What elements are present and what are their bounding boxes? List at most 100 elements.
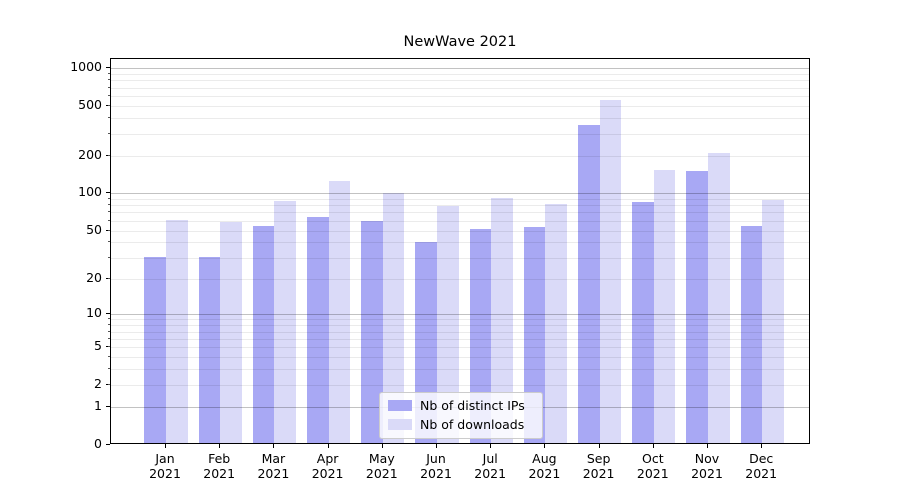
x-axis-tick-label-year: 2021 [474,466,507,481]
x-axis-tick-label-year: 2021 [691,466,723,481]
x-axis-tick-label-year: 2021 [149,466,181,481]
x-axis-tick-label: Jul 2021 [460,451,520,481]
gridline-minor [111,95,809,97]
y-axis-minor-tick [108,211,110,213]
y-axis-tick [106,67,110,68]
bar-distinct-ips-dec [740,226,763,443]
gridline-minor [111,242,809,244]
y-axis-minor-tick [108,330,110,332]
legend: Nb of distinct IPs Nb of downloads [379,392,543,439]
legend-item: Nb of downloads [388,417,534,432]
gridline-minor [111,80,809,82]
y-axis-minor-tick [108,154,110,156]
gridline-minor [111,155,809,157]
legend-item: Nb of distinct IPs [388,398,534,413]
x-axis-tick [761,444,763,448]
bar-distinct-ips-sep [577,124,600,443]
x-axis-tick-label: Aug 2021 [514,451,574,481]
x-axis-tick-label-year: 2021 [528,466,561,481]
x-axis-tick-label-year: 2021 [582,466,615,481]
x-axis-tick [544,444,546,448]
y-axis-tick-label: 50 [86,221,102,237]
gridline-minor [111,220,809,222]
x-axis-tick [327,444,329,448]
x-axis-tick-label-year: 2021 [420,466,452,481]
y-axis-tick [106,406,110,408]
x-axis-tick [707,444,708,448]
bar-distinct-ips-feb [198,257,221,443]
x-axis-tick-label-year: 2021 [745,466,778,481]
y-axis-minor-tick [108,368,110,370]
bar-distinct-ips-nov [686,171,708,443]
plot-area: Nb of distinct IPs Nb of downloads [110,58,810,444]
gridline-minor [111,257,809,259]
y-axis-minor-tick [108,277,110,279]
y-axis-minor-tick [108,318,110,320]
x-axis-tick [598,444,600,448]
x-axis-tick-label: Mar 2021 [243,451,303,481]
y-axis-minor-tick [108,356,110,358]
bar-distinct-ips-may [361,221,383,443]
y-axis-tick-label: 0 [94,436,102,451]
gridline-minor [111,230,809,232]
y-axis-minor-tick [108,104,110,106]
x-axis-tick-label: Sep 2021 [569,451,629,481]
gridline-minor [111,347,809,349]
legend-swatch-downloads [388,419,412,430]
gridline-minor [111,105,809,107]
bar-distinct-ips-apr [306,216,329,443]
y-axis-tick-label: 500 [78,96,102,112]
y-axis-tick-label: 1000 [70,59,102,74]
y-axis-tick [106,444,110,445]
gridline-minor [111,325,809,327]
bar-downloads-apr [328,181,351,443]
gridline-major [111,68,809,69]
y-axis-minor-tick [108,324,110,326]
x-axis-tick [381,444,383,448]
gridline-minor [111,319,809,321]
chart-title: NewWave 2021 [403,34,517,50]
bar-distinct-ips-aug [523,227,546,443]
y-axis-minor-tick [108,132,110,134]
bar-distinct-ips-oct [632,201,654,443]
y-axis-tick-label: 2 [94,376,102,392]
legend-label-downloads: Nb of downloads [420,417,525,432]
bar-downloads-aug [545,203,568,443]
x-axis-tick-label-year: 2021 [365,466,398,481]
x-axis-tick-label: May 2021 [352,451,412,481]
gridline-minor [111,205,809,207]
x-axis-tick-label: Feb 2021 [189,451,249,481]
x-axis-tick-label: Jun 2021 [406,451,466,481]
x-axis-tick-label-year: 2021 [203,466,236,481]
y-axis-minor-tick [108,256,110,258]
bar-downloads-jun [437,206,459,443]
y-axis-minor-tick [108,384,110,386]
y-axis-tick [106,313,110,315]
gridline-minor [111,331,809,333]
bar-downloads-mar [274,200,297,443]
bar-distinct-ips-jan [144,257,166,443]
gridline-minor [111,117,809,119]
gridline-minor [111,278,809,280]
gridline-minor [111,73,809,75]
x-axis-tick [436,444,437,448]
bar-downloads-may [382,192,405,443]
x-axis-tick [490,444,492,448]
gridline-major [111,193,809,195]
y-axis-minor-tick [108,337,110,339]
gridline-minor [111,87,809,89]
bar-downloads-jan [166,219,188,443]
y-axis-minor-tick [108,197,110,199]
y-axis-minor-tick [108,219,110,221]
y-axis-minor-tick [108,241,110,243]
y-axis-minor-tick [108,116,110,118]
x-axis-tick-label: Oct 2021 [623,451,683,481]
y-axis-minor-tick [108,229,110,231]
y-axis-tick-label: 5 [94,338,102,354]
x-axis-tick [165,444,166,448]
y-axis-tick-label: 200 [78,146,102,162]
gridline-minor [111,212,809,214]
gridline-minor [111,133,809,135]
y-axis-minor-tick [108,86,110,88]
x-axis-tick-label: Nov 2021 [677,451,737,481]
